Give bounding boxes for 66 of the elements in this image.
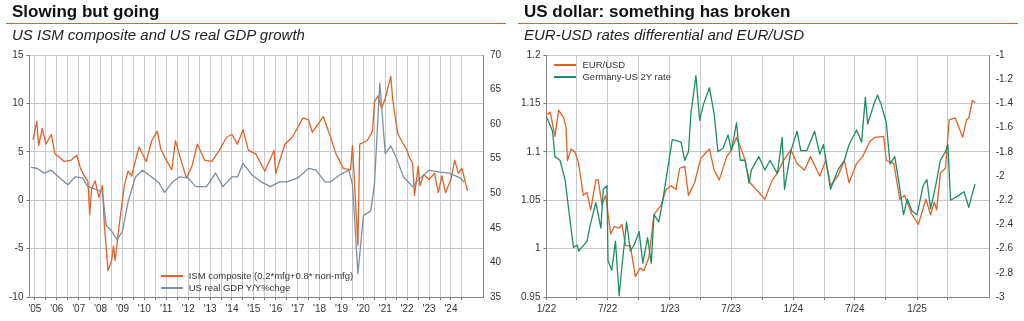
y2-tick-label: 65: [489, 83, 502, 95]
x-tick-label: '20: [356, 302, 371, 314]
y-tick-label: 1.1: [526, 145, 541, 157]
x-tick-label: '05: [28, 302, 42, 314]
x-tick-label: 1/23: [660, 302, 681, 314]
x-tick-label: '24: [444, 302, 458, 314]
y2-tick-label: 50: [489, 187, 502, 199]
x-tick-label: 7/23: [721, 302, 742, 314]
legend-label: EUR/USD: [582, 59, 626, 70]
y-tick-label: 0.95: [520, 290, 541, 302]
legend-label: ISM composite (0.2*mfg+0.8* non-mfg): [188, 270, 354, 281]
x-tick-label: '13: [203, 302, 218, 314]
legend-label: US real GDP Y/Y%chge: [188, 282, 291, 293]
y2-tick-label: -2.6: [995, 242, 1014, 254]
y2-tick-label: -1.6: [995, 121, 1014, 133]
x-tick-label: '21: [378, 302, 393, 314]
x-tick-label: 7/22: [597, 302, 618, 314]
y2-tick-label: 35: [489, 290, 502, 302]
y-tick-label: 1.15: [520, 97, 541, 109]
legend-label: Germany-US 2Y rate: [582, 71, 671, 82]
chart-title: Slowing but going: [6, 0, 506, 24]
x-tick-label: 7/24: [845, 302, 866, 314]
y-tick-label: 1: [534, 242, 541, 254]
chart-subtitle: EUR-USD rates differential and EUR/USD: [523, 25, 806, 45]
chart-title: US dollar: something has broken: [518, 0, 1018, 24]
y2-tick-label: -1.2: [995, 72, 1014, 84]
y-tick-label: 0: [17, 193, 24, 205]
y-tick-label: 15: [12, 48, 24, 60]
y-tick-label: 1.2: [526, 48, 541, 60]
x-tick-label: '09: [115, 302, 130, 314]
x-tick-label: '11: [160, 302, 173, 314]
y2-tick-label: 55: [489, 152, 502, 164]
y-tick-label: -10: [9, 290, 24, 302]
y2-tick-label: -1.8: [995, 145, 1014, 157]
y2-tick-label: -2.4: [995, 218, 1014, 230]
y2-tick-label: 60: [489, 117, 502, 129]
y-tick-label: 5: [17, 145, 24, 157]
chart-subtitle: US ISM composite and US real GDP growth: [11, 25, 306, 45]
y2-tick-label: 40: [489, 256, 502, 268]
x-tick-label: '06: [50, 302, 64, 314]
x-tick-label: '15: [247, 302, 261, 314]
x-tick-label: '22: [400, 302, 415, 314]
x-tick-label: '08: [94, 302, 108, 314]
y2-tick-label: -1.4: [995, 97, 1014, 109]
x-tick-label: '17: [291, 302, 305, 314]
x-tick-label: '14: [225, 302, 239, 314]
x-tick-label: '19: [334, 302, 349, 314]
y2-tick-label: -2: [995, 169, 1006, 181]
y2-tick-label: -3: [995, 290, 1006, 302]
y2-tick-label: 70: [489, 48, 502, 60]
y2-tick-label: -1: [995, 48, 1006, 60]
x-tick-label: 1/22: [536, 302, 557, 314]
y2-tick-label: 45: [489, 221, 502, 233]
y-tick-label: -5: [14, 242, 24, 254]
y-tick-label: 10: [12, 97, 24, 109]
x-tick-label: '23: [422, 302, 436, 314]
y2-tick-label: -2.8: [995, 266, 1014, 278]
x-tick-label: 1/24: [783, 302, 804, 314]
x-tick-label: '16: [269, 302, 283, 314]
y-tick-label: 1.05: [520, 193, 541, 205]
x-tick-label: '18: [313, 302, 327, 314]
x-tick-label: '12: [181, 302, 196, 314]
x-tick-label: 1/25: [907, 302, 928, 314]
y2-tick-label: -2.2: [995, 193, 1014, 205]
x-tick-label: '07: [72, 302, 86, 314]
x-tick-label: '10: [137, 302, 152, 314]
